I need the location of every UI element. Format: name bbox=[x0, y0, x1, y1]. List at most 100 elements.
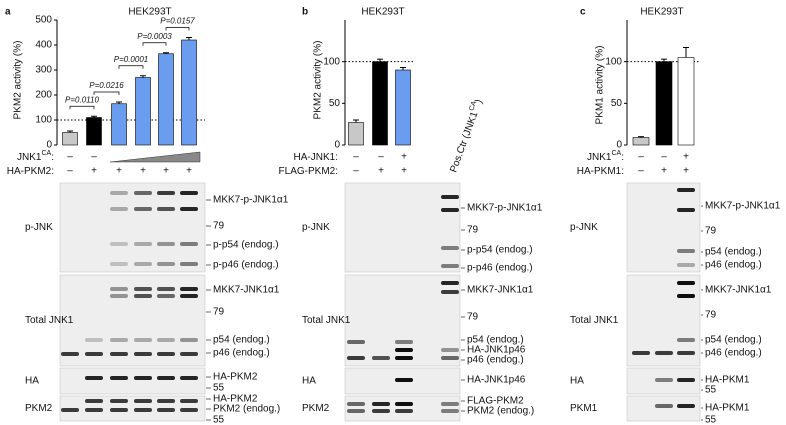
blot-band bbox=[677, 208, 695, 212]
blot-image bbox=[626, 274, 701, 367]
condition-label: HA-PKM2: bbox=[7, 166, 54, 177]
blot-band bbox=[134, 262, 152, 266]
blot-row-label: p-JNK bbox=[570, 222, 598, 233]
blot-band bbox=[110, 207, 128, 211]
blot-band bbox=[655, 404, 673, 408]
blot-band bbox=[110, 399, 128, 403]
y-axis-label: PKM1 activity (%) bbox=[595, 46, 606, 125]
blot-band bbox=[85, 352, 103, 356]
blot-image bbox=[59, 367, 206, 395]
blot-band bbox=[677, 249, 695, 253]
condition-name: HA-PKM1 bbox=[577, 166, 622, 177]
blot-band bbox=[180, 287, 198, 291]
condition-mark: – bbox=[353, 152, 359, 163]
blot-band bbox=[134, 207, 152, 211]
band-label: p-p54 (endog.) bbox=[467, 245, 533, 256]
bar bbox=[158, 53, 174, 146]
blot-band bbox=[157, 399, 175, 403]
condition-mark: + bbox=[91, 166, 97, 177]
blot-image bbox=[59, 274, 206, 367]
blot-band bbox=[347, 356, 365, 360]
bar bbox=[677, 57, 695, 146]
blot-band bbox=[157, 294, 175, 298]
lane-label-superscript: CA bbox=[468, 100, 478, 112]
blot-band bbox=[395, 409, 413, 413]
band-label: 79 bbox=[213, 221, 225, 232]
condition-label: JNK1CA: bbox=[587, 150, 624, 163]
blot-image bbox=[626, 182, 701, 273]
band-label: HA-PKM1 bbox=[705, 375, 750, 386]
blot-band bbox=[85, 408, 103, 412]
blot-band bbox=[677, 378, 695, 382]
condition-suffix: : bbox=[335, 152, 338, 163]
panel-letter: a bbox=[5, 7, 11, 18]
blot-band bbox=[110, 287, 128, 291]
band-label: HA-JNK1p46 bbox=[467, 375, 526, 386]
band-label: 79 bbox=[705, 226, 717, 237]
blot-band bbox=[677, 281, 695, 285]
blot-band bbox=[395, 378, 413, 382]
band-label: MKK7-JNK1α1 bbox=[213, 285, 280, 296]
band-label: p54 (endog.) bbox=[467, 335, 524, 346]
condition-suffix: : bbox=[51, 152, 54, 163]
band-label: MKK7-JNK1α1 bbox=[705, 285, 772, 296]
blot-row-label: p-JNK bbox=[25, 222, 53, 233]
blot-band bbox=[180, 352, 198, 356]
y-tick-label: 0 bbox=[334, 140, 340, 151]
band-label: 55 bbox=[213, 383, 225, 394]
blot-band bbox=[180, 338, 198, 342]
blot-band bbox=[677, 263, 695, 267]
band-label: 55 bbox=[705, 385, 717, 396]
blot-band bbox=[85, 399, 103, 403]
band-label: 79 bbox=[467, 225, 479, 236]
blot-band bbox=[441, 281, 459, 285]
blot-band bbox=[677, 351, 695, 355]
panel-title: HEK293T bbox=[640, 7, 683, 18]
y-axis-label: PKM2 activity (%) bbox=[313, 41, 324, 120]
blot-band bbox=[157, 262, 175, 266]
condition-suffix: : bbox=[621, 152, 624, 163]
condition-mark: – bbox=[661, 152, 667, 163]
y-tick-label: 100 bbox=[35, 115, 52, 126]
condition-superscript: CA bbox=[611, 150, 621, 157]
blot-band bbox=[61, 408, 79, 412]
y-tick-label: 0 bbox=[616, 140, 622, 151]
bar bbox=[111, 103, 127, 146]
condition-mark: + bbox=[683, 166, 689, 177]
y-tick-label: 100 bbox=[605, 56, 622, 67]
bar bbox=[348, 122, 364, 146]
blot-row-label: p-JNK bbox=[302, 222, 330, 233]
condition-suffix: : bbox=[335, 166, 338, 177]
condition-mark: + bbox=[140, 166, 146, 177]
blot-band bbox=[134, 408, 152, 412]
blot-band bbox=[180, 376, 198, 380]
blot-band bbox=[85, 376, 103, 380]
panel-letter: c bbox=[580, 7, 586, 18]
band-label: MKK7-JNK1α1 bbox=[467, 285, 534, 296]
blot-band bbox=[134, 338, 152, 342]
lane-label-suffix: ) bbox=[473, 98, 484, 105]
bar bbox=[655, 61, 673, 146]
blot-row-label: PKM1 bbox=[570, 403, 598, 414]
blot-band bbox=[110, 294, 128, 298]
condition-mark: – bbox=[378, 152, 384, 163]
band-label: PKM2 (endog.) bbox=[467, 406, 534, 417]
blot-row-label: Total JNK1 bbox=[25, 315, 74, 326]
band-label: 55 bbox=[213, 415, 225, 425]
blot-band bbox=[110, 242, 128, 246]
blot-band bbox=[180, 242, 198, 246]
condition-mark: – bbox=[638, 166, 644, 177]
band-label: p-p54 (endog.) bbox=[213, 240, 279, 251]
blot-band bbox=[180, 262, 198, 266]
blot-band bbox=[677, 338, 695, 342]
blot-image bbox=[59, 182, 206, 273]
condition-name: HA-JNK1 bbox=[294, 152, 336, 163]
condition-label: FLAG-PKM2: bbox=[279, 166, 338, 177]
significance-bracket bbox=[69, 105, 95, 110]
p-value: P=0.0003 bbox=[137, 32, 172, 41]
blot-band bbox=[61, 352, 79, 356]
blot-row-label: PKM2 bbox=[302, 403, 330, 414]
significance-bracket bbox=[93, 91, 120, 95]
band-label: 79 bbox=[467, 312, 479, 323]
blot-band bbox=[180, 408, 198, 412]
